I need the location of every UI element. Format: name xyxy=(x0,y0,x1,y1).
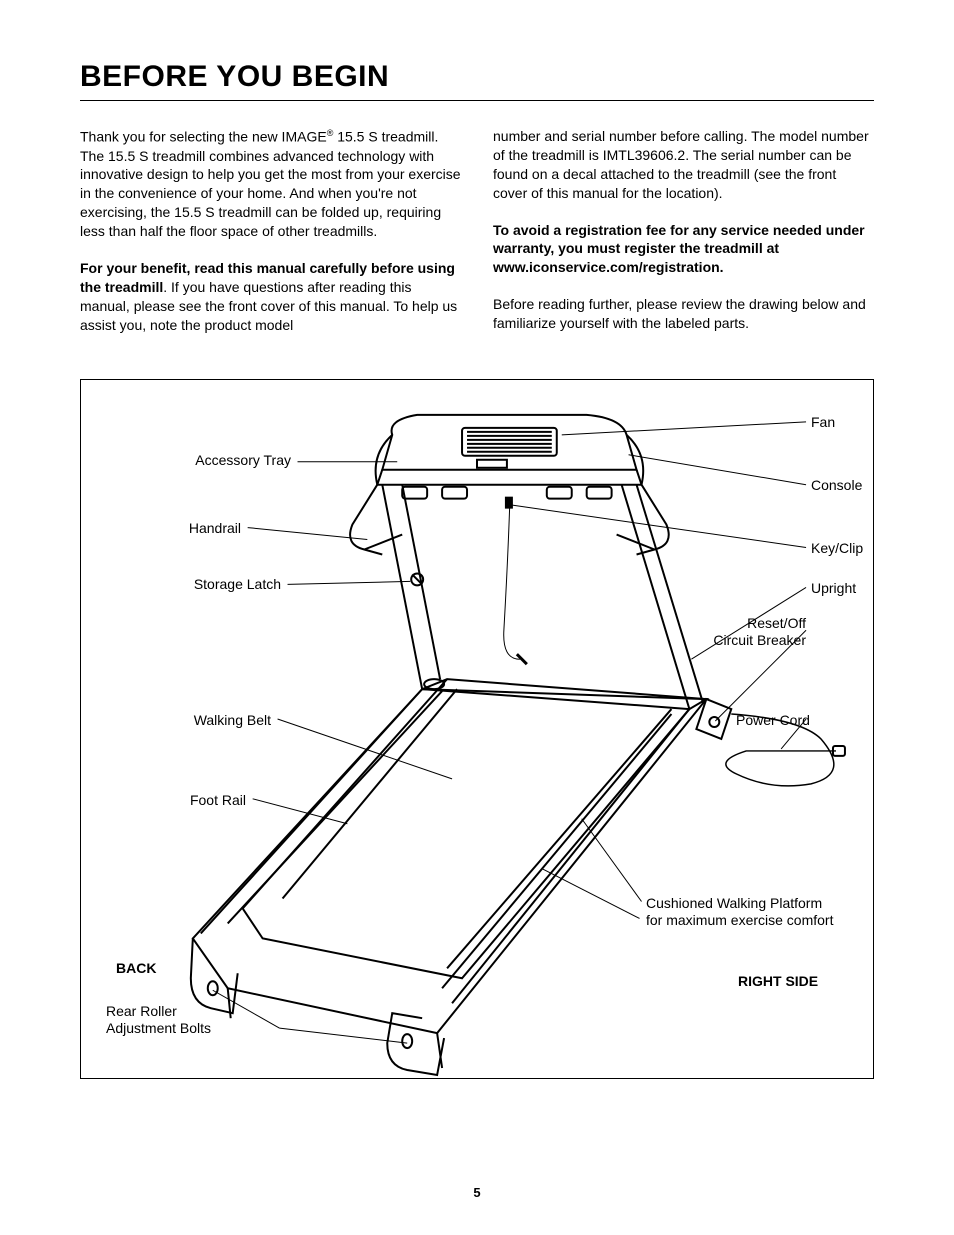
label-power-cord: Power Cord xyxy=(736,712,810,730)
label-reset-off: Reset/OffCircuit Breaker xyxy=(681,615,806,650)
page-title: BEFORE YOU BEGIN xyxy=(80,60,874,94)
column-right: number and serial number before calling.… xyxy=(493,127,874,353)
label-foot-rail: Foot Rail xyxy=(101,792,246,810)
manual-paragraph: For your benefit, read this manual caref… xyxy=(80,259,461,335)
label-rear-roller: Rear RollerAdjustment Bolts xyxy=(106,1003,211,1038)
label-walking-belt: Walking Belt xyxy=(101,712,271,730)
model-paragraph: number and serial number before calling.… xyxy=(493,127,874,203)
label-accessory-tray: Accessory Tray xyxy=(101,452,291,470)
review-paragraph: Before reading further, please review th… xyxy=(493,295,874,333)
treadmill-diagram: Accessory Tray Handrail Storage Latch Wa… xyxy=(80,379,874,1079)
label-upright: Upright xyxy=(811,580,856,598)
intro-paragraph: Thank you for selecting the new IMAGE® 1… xyxy=(80,127,461,241)
label-fan: Fan xyxy=(811,414,835,432)
label-right-side: RIGHT SIDE xyxy=(738,973,818,991)
column-left: Thank you for selecting the new IMAGE® 1… xyxy=(80,127,461,353)
label-console: Console xyxy=(811,477,862,495)
label-back: BACK xyxy=(116,960,156,978)
label-cushioned-platform: Cushioned Walking Platformfor maximum ex… xyxy=(646,895,833,930)
label-handrail: Handrail xyxy=(101,520,241,538)
label-key-clip: Key/Clip xyxy=(811,540,863,558)
title-rule xyxy=(80,100,874,101)
registration-paragraph: To avoid a registration fee for any serv… xyxy=(493,221,874,278)
label-storage-latch: Storage Latch xyxy=(101,576,281,594)
page-number: 5 xyxy=(0,1185,954,1200)
text-columns: Thank you for selecting the new IMAGE® 1… xyxy=(80,127,874,353)
